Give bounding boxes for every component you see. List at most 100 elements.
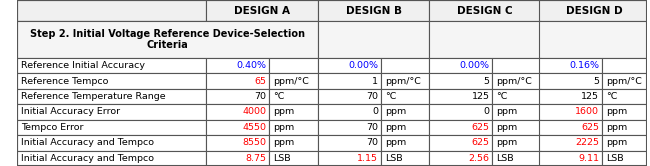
Bar <box>18 120 207 135</box>
Bar <box>269 89 318 104</box>
Bar <box>430 21 541 58</box>
Text: 5: 5 <box>593 77 599 86</box>
Bar <box>18 151 207 166</box>
Bar <box>207 58 269 73</box>
Bar <box>207 120 269 135</box>
Text: Initial Accuracy Error: Initial Accuracy Error <box>21 108 120 117</box>
Bar <box>318 21 430 58</box>
Text: 125: 125 <box>581 92 599 101</box>
Text: ppm: ppm <box>273 108 294 117</box>
Bar <box>18 135 207 151</box>
Bar <box>602 135 650 151</box>
Bar <box>18 104 207 120</box>
Text: 4550: 4550 <box>242 123 266 132</box>
Bar <box>492 104 541 120</box>
Bar <box>318 120 381 135</box>
Text: LSB: LSB <box>606 154 623 163</box>
Text: DESIGN C: DESIGN C <box>457 5 513 15</box>
Bar <box>207 89 269 104</box>
Text: 5: 5 <box>484 77 489 86</box>
Text: ppm: ppm <box>496 123 517 132</box>
Text: ppm: ppm <box>385 108 406 117</box>
Bar <box>18 89 207 104</box>
Text: 8550: 8550 <box>242 138 266 147</box>
Bar <box>430 151 492 166</box>
Bar <box>602 104 650 120</box>
Bar <box>381 73 430 89</box>
Bar <box>381 120 430 135</box>
Bar <box>381 104 430 120</box>
Bar <box>381 151 430 166</box>
Bar <box>318 58 381 73</box>
Text: Reference Temperature Range: Reference Temperature Range <box>21 92 166 101</box>
Bar <box>381 89 430 104</box>
Text: 0: 0 <box>484 108 489 117</box>
Bar <box>539 135 602 151</box>
Text: ppm: ppm <box>385 138 406 147</box>
Text: 8.75: 8.75 <box>246 154 266 163</box>
Bar <box>539 21 650 58</box>
Text: 0.00%: 0.00% <box>348 61 378 70</box>
Bar <box>430 0 541 21</box>
Text: Step 2. Initial Voltage Reference Device-Selection
Criteria: Step 2. Initial Voltage Reference Device… <box>30 29 305 50</box>
Text: 1.15: 1.15 <box>357 154 378 163</box>
Text: 0.16%: 0.16% <box>569 61 599 70</box>
Bar <box>207 104 269 120</box>
Bar <box>539 58 602 73</box>
Text: 70: 70 <box>366 123 378 132</box>
Text: ppm: ppm <box>606 123 627 132</box>
Bar <box>602 151 650 166</box>
Text: ppm: ppm <box>273 123 294 132</box>
Bar <box>430 120 492 135</box>
Bar <box>18 21 318 58</box>
Bar <box>318 73 381 89</box>
Bar <box>381 135 430 151</box>
Text: 65: 65 <box>255 77 266 86</box>
Text: Tempco Error: Tempco Error <box>21 123 84 132</box>
Bar <box>381 58 430 73</box>
Text: 625: 625 <box>581 123 599 132</box>
Bar <box>539 73 602 89</box>
Text: ppm: ppm <box>273 138 294 147</box>
Text: Reference Initial Accuracy: Reference Initial Accuracy <box>21 61 145 70</box>
Bar <box>18 73 207 89</box>
Text: ppm/°C: ppm/°C <box>606 77 642 86</box>
Text: 0.40%: 0.40% <box>237 61 266 70</box>
Bar <box>318 151 381 166</box>
Text: 625: 625 <box>471 123 489 132</box>
Bar <box>602 120 650 135</box>
Bar <box>492 89 541 104</box>
Bar <box>430 58 492 73</box>
Text: °C: °C <box>496 92 508 101</box>
Bar <box>539 120 602 135</box>
Bar <box>318 0 430 21</box>
Bar <box>602 89 650 104</box>
Text: LSB: LSB <box>496 154 514 163</box>
Bar <box>492 58 541 73</box>
Bar <box>318 104 381 120</box>
Text: ppm/°C: ppm/°C <box>385 77 421 86</box>
Bar <box>430 73 492 89</box>
Text: ppm: ppm <box>385 123 406 132</box>
Text: ppm/°C: ppm/°C <box>496 77 532 86</box>
Text: ppm: ppm <box>606 138 627 147</box>
Bar <box>318 89 381 104</box>
Text: 0.00%: 0.00% <box>460 61 489 70</box>
Bar <box>269 120 318 135</box>
Text: °C: °C <box>273 92 285 101</box>
Text: ppm/°C: ppm/°C <box>273 77 309 86</box>
Text: 1: 1 <box>372 77 378 86</box>
Text: LSB: LSB <box>273 154 291 163</box>
Bar <box>18 0 207 21</box>
Bar <box>269 135 318 151</box>
Text: 4000: 4000 <box>242 108 266 117</box>
Text: ppm: ppm <box>496 138 517 147</box>
Bar <box>430 135 492 151</box>
Text: DESIGN A: DESIGN A <box>234 5 290 15</box>
Text: ppm: ppm <box>606 108 627 117</box>
Bar <box>18 58 207 73</box>
Bar <box>492 73 541 89</box>
Text: 70: 70 <box>366 92 378 101</box>
Bar <box>602 58 650 73</box>
Text: 70: 70 <box>366 138 378 147</box>
